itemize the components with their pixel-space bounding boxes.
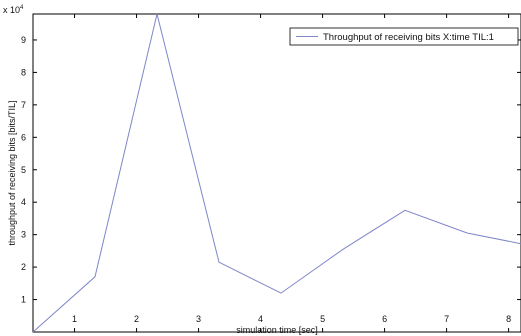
y-tick-label: 4 [21, 197, 26, 207]
legend: Throughput of receiving bits X:time TIL:… [289, 27, 519, 46]
x-tick-label: 1 [72, 314, 77, 324]
y-tick-label: 2 [21, 262, 26, 272]
y-multiplier-exponent: 4 [20, 5, 24, 11]
x-tick-label: 6 [382, 314, 387, 324]
x-tick-label: 3 [196, 314, 201, 324]
y-multiplier: x 104 [3, 5, 24, 15]
y-tick-label: 5 [21, 165, 26, 175]
y-axis-label: throughput of receiving bits [bits/TIL] [7, 100, 17, 245]
series-line [32, 13, 521, 333]
x-tick-label: 7 [444, 314, 449, 324]
x-axis-label: simulation time [sec] [236, 325, 318, 335]
y-tick-label: 8 [21, 67, 26, 77]
legend-entry: Throughput of receiving bits X:time TIL:… [323, 32, 494, 43]
x-tick-label: 2 [134, 314, 139, 324]
x-tick-label: 4 [258, 314, 263, 324]
y-tick-label: 3 [21, 230, 26, 240]
legend-box [289, 27, 519, 46]
x-tick-label: 5 [320, 314, 325, 324]
plot-frame [32, 13, 521, 333]
y-tick-label: 7 [21, 100, 26, 110]
y-tick-label: 6 [21, 132, 26, 142]
y-tick-label: 1 [21, 295, 26, 305]
y-tick-label: 9 [21, 35, 26, 45]
x-tick-label: 8 [506, 314, 511, 324]
